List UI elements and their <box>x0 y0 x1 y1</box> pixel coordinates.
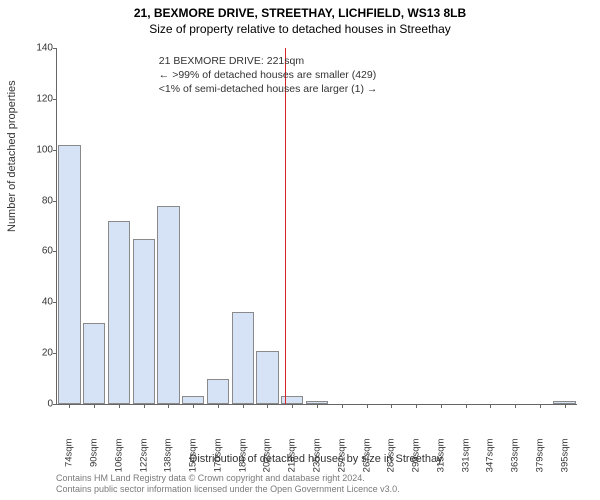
histogram-bar <box>232 312 254 404</box>
y-tick: 0 <box>23 399 53 410</box>
histogram-bar <box>207 379 229 404</box>
histogram-bar <box>553 401 575 404</box>
histogram-bar <box>133 239 155 404</box>
chart-area: 02040608010012014074sqm90sqm106sqm122sqm… <box>56 48 576 404</box>
footer-line1: Contains HM Land Registry data © Crown c… <box>56 473 400 485</box>
plot-region: 02040608010012014074sqm90sqm106sqm122sqm… <box>56 48 577 405</box>
histogram-bar <box>256 351 278 404</box>
histogram-bar <box>157 206 179 404</box>
footer-line2: Contains public sector information licen… <box>56 484 400 496</box>
y-tick: 100 <box>23 144 53 155</box>
footer-attribution: Contains HM Land Registry data © Crown c… <box>56 473 400 496</box>
histogram-bar <box>306 401 328 404</box>
histogram-bar <box>83 323 105 404</box>
histogram-bar <box>58 145 80 404</box>
histogram-bar <box>182 396 204 404</box>
y-tick: 20 <box>23 348 53 359</box>
y-tick: 40 <box>23 297 53 308</box>
annotation-line: 21 BEXMORE DRIVE: 221sqm <box>159 54 378 68</box>
annotation-line: ← >99% of detached houses are smaller (4… <box>159 68 378 82</box>
property-marker-line <box>285 48 287 404</box>
x-axis-label: Distribution of detached houses by size … <box>56 453 576 465</box>
marker-annotation: 21 BEXMORE DRIVE: 221sqm← >99% of detach… <box>159 54 378 97</box>
y-tick: 80 <box>23 195 53 206</box>
chart-subtitle: Size of property relative to detached ho… <box>0 20 600 36</box>
chart-title-address: 21, BEXMORE DRIVE, STREETHAY, LICHFIELD,… <box>0 0 600 20</box>
y-axis-label: Number of detached properties <box>6 80 18 232</box>
y-tick: 120 <box>23 93 53 104</box>
histogram-bar <box>108 221 130 404</box>
y-tick: 140 <box>23 43 53 54</box>
annotation-line: <1% of semi-detached houses are larger (… <box>159 82 378 96</box>
y-tick: 60 <box>23 246 53 257</box>
